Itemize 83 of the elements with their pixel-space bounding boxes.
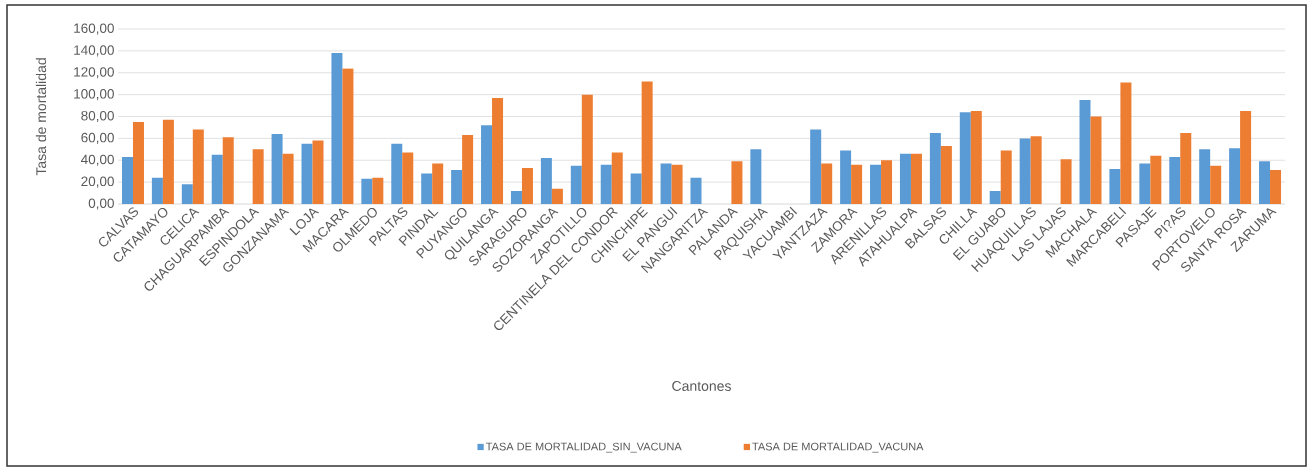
y-tick-label: 60,00 bbox=[81, 132, 114, 144]
bar bbox=[1150, 155, 1162, 204]
bar bbox=[1199, 149, 1211, 204]
bar bbox=[959, 112, 971, 204]
bar bbox=[282, 153, 294, 204]
y-tick-label: 160,00 bbox=[74, 23, 114, 35]
bar bbox=[1120, 82, 1132, 204]
bar bbox=[192, 129, 204, 204]
bar bbox=[600, 164, 612, 204]
bar bbox=[391, 143, 403, 204]
bar bbox=[929, 132, 941, 204]
bar bbox=[162, 119, 174, 204]
bar bbox=[540, 158, 552, 204]
y-axis-title: Tasa de mortalidad bbox=[35, 58, 47, 176]
bar bbox=[222, 137, 234, 204]
bar bbox=[151, 177, 163, 204]
bar bbox=[551, 188, 563, 204]
bar bbox=[451, 170, 463, 204]
bar bbox=[1259, 161, 1271, 204]
y-tick-label: 40,00 bbox=[81, 154, 114, 166]
bar bbox=[630, 173, 642, 204]
y-tick-label: 100,00 bbox=[74, 89, 114, 101]
bar bbox=[492, 97, 504, 204]
bar bbox=[989, 190, 1001, 204]
bar bbox=[1139, 163, 1151, 204]
bar bbox=[1060, 159, 1072, 204]
bar bbox=[211, 154, 223, 204]
y-tick-label: 80,00 bbox=[81, 110, 114, 123]
bar bbox=[660, 163, 672, 204]
bar bbox=[1000, 150, 1012, 204]
bar bbox=[1210, 165, 1222, 204]
bar bbox=[970, 111, 982, 204]
bar bbox=[1240, 111, 1252, 204]
legend-label: TASA DE MORTALIDAD_SIN_VACUNA bbox=[485, 442, 682, 453]
bar bbox=[132, 121, 144, 204]
bar bbox=[611, 152, 623, 204]
bar bbox=[1169, 156, 1181, 204]
bar bbox=[750, 149, 762, 204]
y-tick-label: 120,00 bbox=[74, 67, 114, 79]
bar bbox=[372, 177, 384, 204]
bar bbox=[1019, 138, 1031, 204]
bar bbox=[462, 135, 474, 204]
bar bbox=[641, 81, 653, 204]
bar bbox=[840, 150, 852, 204]
y-tick-label: 140,00 bbox=[74, 45, 114, 57]
bar bbox=[570, 165, 582, 204]
bar bbox=[690, 177, 702, 204]
bar bbox=[870, 164, 882, 204]
bar bbox=[851, 164, 863, 204]
bar bbox=[1229, 148, 1241, 204]
bar bbox=[1079, 100, 1091, 204]
bar bbox=[810, 129, 822, 204]
bar bbox=[821, 163, 833, 204]
legend-label: TASA DE MORTALIDAD_VACUNA bbox=[752, 442, 924, 453]
bar bbox=[731, 161, 743, 204]
bar bbox=[432, 163, 444, 204]
bar bbox=[481, 125, 493, 204]
bar bbox=[899, 153, 911, 204]
bar bbox=[521, 167, 533, 204]
bar bbox=[581, 94, 593, 204]
bar bbox=[1270, 170, 1282, 204]
bar bbox=[312, 140, 324, 204]
bar bbox=[910, 153, 922, 204]
bar bbox=[1090, 116, 1102, 204]
bar bbox=[881, 160, 893, 204]
bar bbox=[252, 149, 264, 204]
bar bbox=[402, 152, 414, 204]
bar bbox=[940, 146, 952, 204]
bar bbox=[1030, 136, 1042, 204]
bar bbox=[671, 164, 683, 204]
bar bbox=[181, 184, 193, 204]
bar bbox=[510, 190, 522, 204]
bar bbox=[1180, 132, 1192, 204]
bar bbox=[121, 156, 133, 204]
bar bbox=[301, 143, 313, 204]
bar bbox=[421, 173, 433, 204]
x-axis-title: Cantones bbox=[672, 381, 731, 391]
y-tick-label: 20,00 bbox=[81, 176, 114, 188]
bar bbox=[1109, 169, 1121, 204]
bar bbox=[331, 53, 343, 204]
bar bbox=[271, 134, 283, 204]
bar bbox=[361, 178, 373, 204]
bar bbox=[342, 68, 354, 204]
